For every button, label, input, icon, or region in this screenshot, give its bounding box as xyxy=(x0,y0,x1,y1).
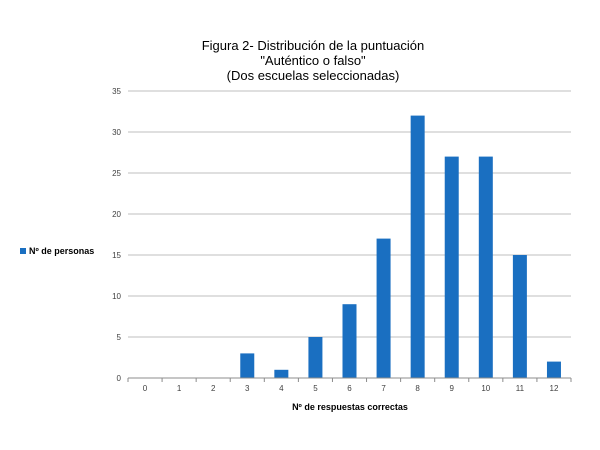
y-tick-label: 10 xyxy=(112,292,121,301)
x-tick-label: 3 xyxy=(245,384,250,393)
x-tick-label: 7 xyxy=(381,384,386,393)
y-tick-label: 25 xyxy=(112,169,121,178)
x-axis-ticks: 0 1 2 3 4 5 6 7 8 9 10 11 12 xyxy=(127,378,572,393)
bars xyxy=(240,115,561,378)
bar xyxy=(274,369,289,378)
x-tick-label: 4 xyxy=(279,384,284,393)
x-tick-label: 2 xyxy=(211,384,216,393)
y-tick-label: 30 xyxy=(112,128,121,137)
x-axis-label: Nº de respuestas correctas xyxy=(292,402,408,412)
x-tick-label: 11 xyxy=(516,384,525,393)
bar xyxy=(512,255,527,378)
x-tick-label: 12 xyxy=(550,384,559,393)
chart-title: Figura 2- Distribución de la puntuación … xyxy=(202,38,425,83)
x-tick-label: 0 xyxy=(143,384,148,393)
x-tick-label: 5 xyxy=(313,384,318,393)
legend-label: Nº de personas xyxy=(29,246,94,256)
legend: Nº de personas xyxy=(20,246,94,256)
bar xyxy=(376,238,391,378)
y-axis-ticks: 0 5 10 15 20 25 30 35 xyxy=(112,87,121,383)
x-tick-label: 6 xyxy=(347,384,352,393)
bar xyxy=(240,353,255,378)
bar xyxy=(444,156,459,378)
chart-title-line-1: Figura 2- Distribución de la puntuación xyxy=(202,38,425,53)
bar xyxy=(478,156,493,378)
x-tick-label: 1 xyxy=(177,384,182,393)
bar xyxy=(342,304,357,378)
x-tick-label: 10 xyxy=(481,384,490,393)
y-tick-label: 15 xyxy=(112,251,121,260)
x-tick-label: 8 xyxy=(415,384,420,393)
chart-title-line-2: "Auténtico o falso" xyxy=(260,53,366,68)
y-tick-label: 35 xyxy=(112,87,121,96)
y-tick-label: 0 xyxy=(117,374,122,383)
y-tick-label: 20 xyxy=(112,210,121,219)
legend-swatch xyxy=(20,248,26,254)
y-tick-label: 5 xyxy=(117,333,122,342)
x-tick-label: 9 xyxy=(450,384,455,393)
chart-title-line-3: (Dos escuelas seleccionadas) xyxy=(227,68,400,83)
bar xyxy=(410,115,425,378)
bar xyxy=(308,337,323,378)
gridlines xyxy=(128,90,571,338)
bar xyxy=(546,361,561,378)
